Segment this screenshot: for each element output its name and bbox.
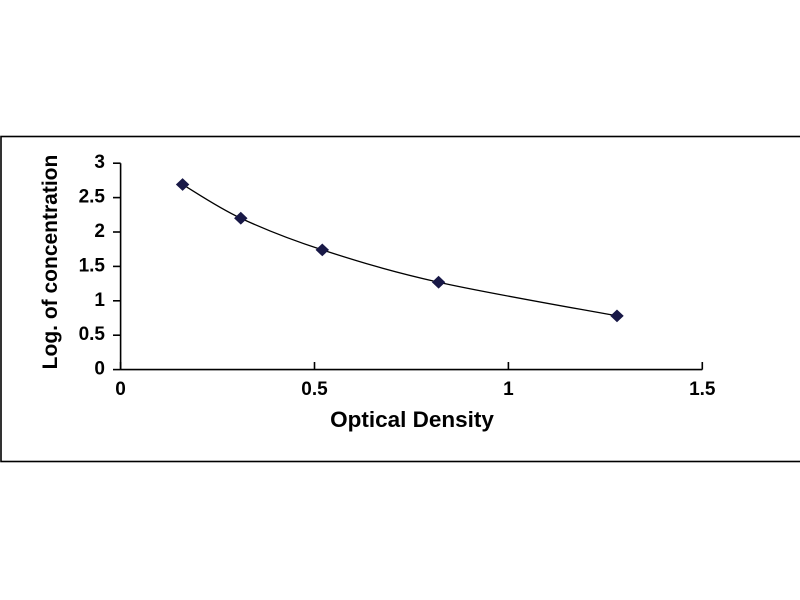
svg-text:1: 1 [94, 290, 105, 311]
svg-text:Optical Density: Optical Density [330, 407, 494, 432]
svg-text:1.5: 1.5 [689, 379, 716, 400]
svg-text:0.5: 0.5 [301, 379, 328, 400]
svg-text:Log. of concentration: Log. of concentration [39, 155, 62, 370]
svg-text:3: 3 [94, 152, 105, 173]
svg-text:1: 1 [503, 379, 514, 400]
svg-text:0.5: 0.5 [79, 324, 106, 345]
svg-text:0: 0 [115, 379, 126, 400]
svg-text:0: 0 [94, 359, 105, 380]
svg-text:2.5: 2.5 [79, 187, 106, 208]
svg-text:2: 2 [94, 221, 105, 242]
svg-text:1.5: 1.5 [79, 256, 106, 277]
